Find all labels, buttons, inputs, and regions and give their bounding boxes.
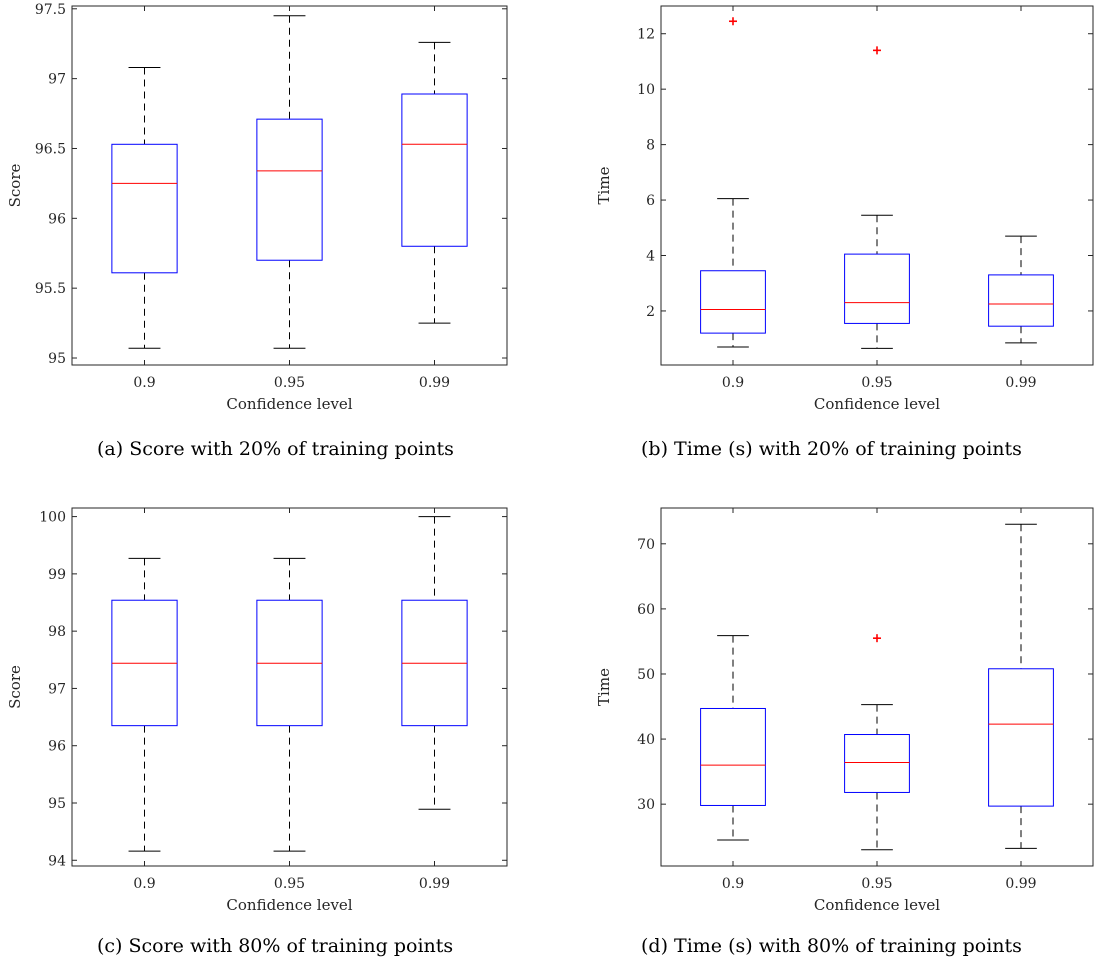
x-tick-label: 0.95 [861,375,892,391]
y-tick-label: 97 [48,681,66,697]
plot-frame [660,5,1094,366]
caption-d: (d) Time (s) with 80% of training points [641,935,1022,957]
y-tick-label: 96.5 [35,141,66,157]
box-iqr [844,734,910,793]
box-iqr [401,93,468,247]
y-axis-label: Time [595,668,613,706]
chart-a: 95 95.5 96 96.5 97 97.5 0.9 0.95 0.99 Confidence … [6,2,508,413]
x-tick-label: 0.99 [1005,375,1036,391]
x-axis-label: Confidence level [226,395,352,413]
box-iqr [988,668,1054,807]
box-iqr [111,143,178,274]
box-iqr [700,707,766,806]
y-tick-label: 70 [637,537,655,553]
y-tick-label: 98 [48,624,66,640]
y-tick-label: 99 [48,567,66,583]
x-tick-label: 0.99 [1005,876,1036,892]
box-iqr [256,118,323,261]
plot-frame [660,507,1094,867]
y-tick-label: 60 [637,602,655,618]
chart-d: 30 40 50 60 70 0.9 0.95 0.99 Confidence level Tim… [595,507,1094,914]
y-tick-label: 95 [48,796,66,812]
y-tick-label: 95.5 [35,281,66,297]
panel-d: 30 40 50 60 70 0.9 0.95 0.99 Confidence level Tim… [550,500,1094,920]
y-tick-label: 40 [637,732,655,748]
x-tick-label: 0.9 [133,876,155,892]
y-tick-label: 6 [646,193,655,209]
x-axis-label: Confidence level [226,896,352,914]
y-tick-label: 96 [48,211,66,227]
y-tick-label: 97 [48,72,66,88]
x-tick-label: 0.99 [419,876,450,892]
caption-a: (a) Score with 20% of training points [97,438,454,460]
y-tick-label: 8 [646,138,655,154]
y-axis-label: Score [6,665,24,709]
box-iqr [988,274,1054,327]
y-tick-label: 12 [637,27,655,43]
y-tick-label: 95 [48,351,66,367]
x-tick-label: 0.95 [861,876,892,892]
x-tick-label: 0.95 [274,876,305,892]
chart-b: 2 4 6 8 10 12 0.9 0.95 0.99 Confidence level Time [595,5,1094,413]
x-tick-label: 0.9 [133,375,155,391]
x-tick-label: 0.95 [274,375,305,391]
x-tick-label: 0.9 [722,876,744,892]
y-tick-label: 30 [637,797,655,813]
panel-c: 94 95 96 97 98 99 100 0.9 0.95 0.99 Confidence lev… [0,500,540,920]
box-iqr [700,270,766,334]
x-tick-label: 0.99 [419,375,450,391]
y-tick-label: 97.5 [35,2,66,18]
x-tick-label: 0.9 [722,375,744,391]
caption-b: (b) Time (s) with 20% of training points [641,438,1022,460]
caption-c: (c) Score with 80% of training points [97,935,454,957]
panel-b: 2 4 6 8 10 12 0.9 0.95 0.99 Confidence level Time [550,0,1094,420]
y-tick-label: 10 [637,82,655,98]
y-axis-label: Time [595,166,613,204]
box-iqr [844,253,910,324]
panel-a: 95 95.5 96 96.5 97 97.5 0.9 0.95 0.99 Confidence … [0,0,540,420]
x-axis-label: Confidence level [814,896,940,914]
y-tick-label: 100 [39,510,66,526]
y-tick-label: 94 [48,853,66,869]
y-tick-label: 50 [637,667,655,683]
y-tick-label: 2 [646,304,655,320]
y-axis-label: Score [6,164,24,208]
x-axis-label: Confidence level [814,395,940,413]
y-tick-label: 4 [646,248,655,264]
chart-c: 94 95 96 97 98 99 100 0.9 0.95 0.99 Confidence lev… [6,507,508,914]
y-tick-label: 96 [48,739,66,755]
